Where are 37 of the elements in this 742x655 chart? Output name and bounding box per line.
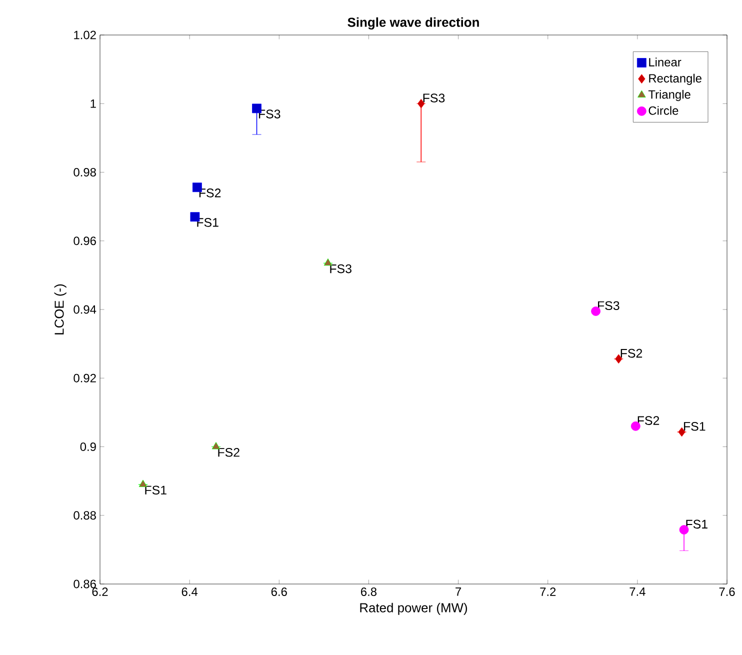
data-label: FS2 [620, 348, 642, 358]
y-tick-label: 1.02 [74, 30, 96, 40]
data-label: FS3 [598, 301, 620, 310]
y-axis-title: LCOE (-) [54, 284, 66, 334]
data-label: FS3 [423, 94, 445, 102]
y-tick-label: 0.94 [74, 305, 96, 314]
legend-label: Linear [649, 58, 682, 66]
y-tick-label: 0.96 [74, 236, 96, 246]
x-axis-title: Rated power (MW) [360, 602, 468, 615]
chart-title: Single wave direction [348, 17, 479, 30]
x-tick-label: 7 [456, 588, 462, 596]
x-tick-label: 6.6 [271, 588, 287, 596]
point [212, 442, 220, 450]
legend-label: Triangle [648, 90, 690, 102]
legend-label: Rectangle [649, 74, 702, 85]
data-label: FS1 [684, 422, 706, 431]
legend-label: Circle [648, 106, 678, 115]
y-tick-label: 1 [90, 100, 96, 108]
x-tick-label: 7.4 [630, 588, 646, 596]
x-tick-label: 6.4 [182, 588, 198, 596]
y-tick-label: 0.88 [74, 511, 96, 520]
x-tick-label: 7.6 [719, 588, 735, 596]
data-label: FS2 [218, 448, 240, 457]
x-tick-label: 6.8 [361, 588, 377, 596]
point [138, 480, 148, 487]
data-label: FS1 [686, 520, 708, 529]
data-label: FS3 [330, 264, 352, 274]
point [324, 258, 332, 266]
y-tick-label: 0.9 [80, 442, 96, 451]
data-label: FS2 [638, 416, 660, 425]
point [678, 427, 686, 437]
y-tick-label: 0.86 [74, 580, 96, 588]
y-tick-label: 0.92 [74, 374, 96, 382]
x-tick-label: 7.2 [540, 588, 556, 596]
data-label: FS1 [145, 486, 166, 495]
y-tick-label: 0.98 [74, 168, 96, 176]
x-tick-label: 6.2 [92, 588, 108, 596]
